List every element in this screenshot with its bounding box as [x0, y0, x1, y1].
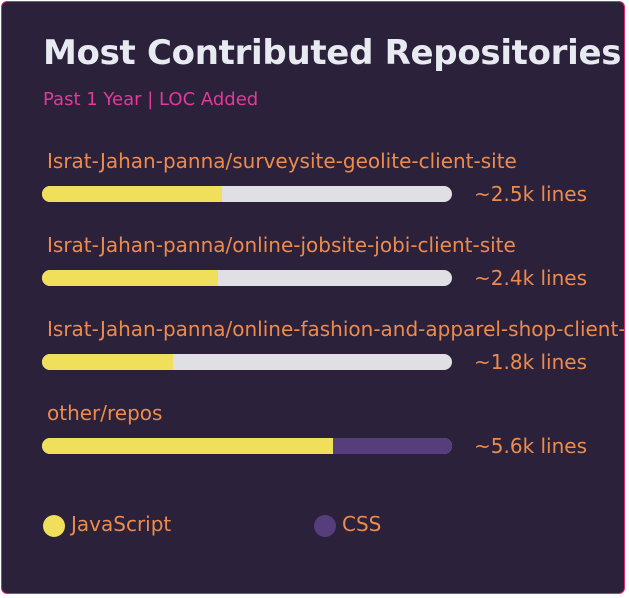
- repo-name: other/repos: [47, 401, 163, 425]
- bar-segment-javascript: [42, 270, 219, 286]
- repo-progress-bar: [42, 270, 452, 286]
- legend-label: JavaScript: [71, 512, 172, 536]
- repo-name: Israt-Jahan-panna/surveysite-geolite-cli…: [47, 149, 517, 173]
- bar-segment-css: [333, 438, 452, 454]
- card-subtitle: Past 1 Year | LOC Added: [43, 89, 259, 110]
- legend-dot-icon: [314, 515, 336, 537]
- legend-dot-icon: [43, 515, 65, 537]
- bar-segment-javascript: [42, 438, 334, 454]
- repo-lines-count: ~5.6k lines: [474, 434, 588, 458]
- repo-progress-bar: [42, 438, 452, 454]
- repo-lines-count: ~2.5k lines: [474, 182, 588, 206]
- card-title: Most Contributed Repositories: [43, 33, 622, 73]
- repo-lines-count: ~2.4k lines: [474, 266, 588, 290]
- legend-label: CSS: [342, 512, 382, 536]
- bar-segment-javascript: [42, 186, 223, 202]
- bar-segment-javascript: [42, 354, 174, 370]
- repo-progress-bar: [42, 186, 452, 202]
- repo-row: Israt-Jahan-panna/surveysite-geolite-cli…: [2, 149, 624, 229]
- repo-row: other/repos ~5.6k lines: [2, 401, 624, 481]
- repo-name: Israt-Jahan-panna/online-fashion-and-app…: [47, 317, 625, 341]
- repo-row: Israt-Jahan-panna/online-fashion-and-app…: [2, 317, 624, 397]
- repo-progress-bar: [42, 354, 452, 370]
- repo-row: Israt-Jahan-panna/online-jobsite-jobi-cl…: [2, 233, 624, 313]
- repo-lines-count: ~1.8k lines: [474, 350, 588, 374]
- repo-name: Israt-Jahan-panna/online-jobsite-jobi-cl…: [47, 233, 516, 257]
